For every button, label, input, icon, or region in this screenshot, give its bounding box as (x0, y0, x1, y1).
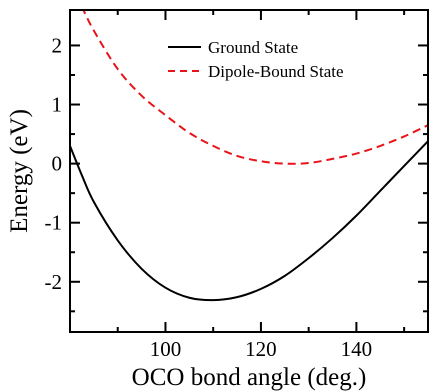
y-tick-label: 2 (52, 33, 63, 57)
series-line-dipole-bound-state (82, 10, 428, 165)
axis-ticks (70, 10, 428, 332)
legend-label-ground-state: Ground State (208, 38, 298, 57)
x-tick-label: 100 (150, 337, 182, 361)
legend: Ground State Dipole-Bound State (168, 38, 344, 81)
y-tick-label: -1 (45, 211, 63, 235)
y-tick-label: 1 (52, 93, 63, 117)
y-axis-label: Energy (eV) (6, 109, 33, 233)
x-tick-label: 120 (245, 337, 277, 361)
x-tick-label: 140 (341, 337, 373, 361)
legend-label-dipole-bound-state: Dipole-Bound State (208, 62, 344, 81)
y-tick-label: -2 (45, 270, 63, 294)
series-layer (70, 10, 428, 302)
tick-labels: 100 120 140 -2 -1 0 1 2 (45, 33, 373, 361)
plot-frame (69, 9, 429, 333)
x-axis-label: OCO bond angle (deg.) (132, 364, 367, 391)
y-tick-label: 0 (52, 152, 63, 176)
series-line-ground-state (70, 140, 428, 302)
